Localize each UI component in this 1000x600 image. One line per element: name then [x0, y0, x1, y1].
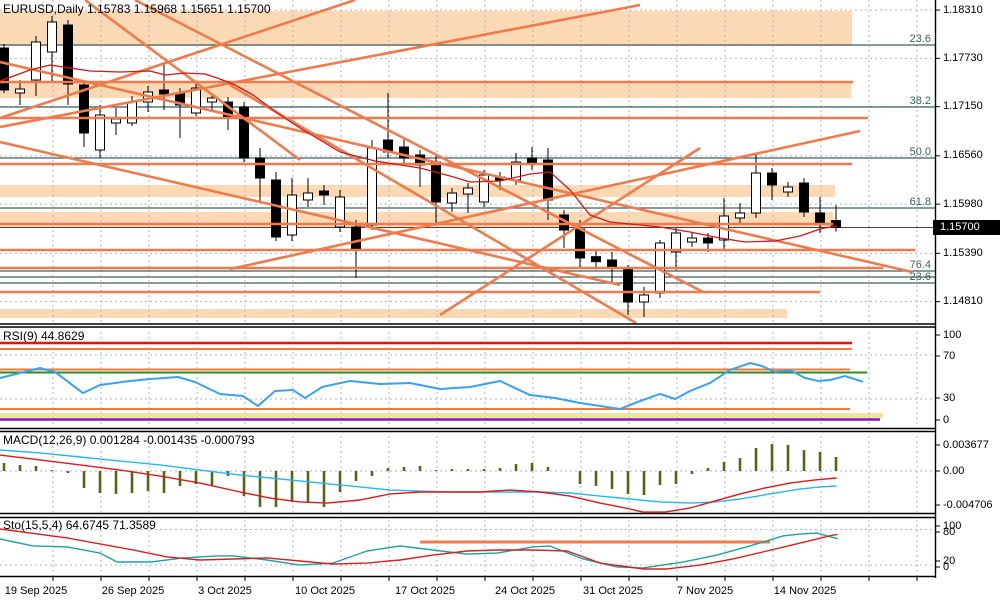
symbol-title: EURUSD,Daily 1.15783 1.15968 1.15651 1.1…: [3, 2, 271, 16]
date-axis-label[interactable]: 14 Nov 2025: [773, 585, 837, 597]
fib-level-label: 38.2: [910, 95, 931, 107]
date-axis-label[interactable]: 7 Nov 2025: [676, 585, 734, 597]
sto-scale-label: 0: [943, 560, 950, 573]
macd-scale-label: 0.003677: [943, 438, 989, 451]
price-axis-label: 1.15390: [943, 246, 983, 259]
date-axis-label[interactable]: 24 Oct 2025: [495, 585, 555, 597]
macd-scale-label: -0.004706: [943, 498, 993, 511]
rsi-indicator-label: RSI(9) 44.8629: [3, 329, 85, 343]
price-axis-label: 1.18310: [943, 3, 983, 16]
macd-indicator-label: MACD(12,26,9) 0.001284 -0.001435 -0.0007…: [3, 433, 255, 447]
fib-level-label: 50.0: [910, 146, 931, 158]
sto-scale-label: 80: [943, 525, 956, 538]
rsi-scale-label: 0: [943, 413, 950, 426]
macd-scale-label: 0.00: [943, 464, 965, 477]
fib-level-label: 23.6: [910, 33, 931, 45]
date-axis-label[interactable]: 19 Sep 2025: [4, 585, 68, 597]
price-axis-label: 1.17150: [943, 100, 983, 113]
fib-level-label: 76.4: [910, 259, 931, 271]
date-axis-label[interactable]: 3 Oct 2025: [198, 585, 252, 597]
price-axis-label: 1.15980: [943, 197, 983, 210]
date-axis-label[interactable]: 17 Oct 2025: [395, 585, 455, 597]
date-axis-label[interactable]: 26 Sep 2025: [101, 585, 165, 597]
rsi-scale-label: 30: [943, 391, 956, 404]
sto-scale-label: 20: [943, 554, 956, 567]
fib-level-label: 61.8: [910, 196, 931, 208]
sto-indicator-label: Sto(15,5,4) 64.6745 71.3589: [3, 518, 156, 532]
date-axis-label[interactable]: 31 Oct 2025: [583, 585, 643, 597]
current-price-tag: 1.15700: [933, 220, 1000, 235]
sto-scale-label: 100: [943, 519, 962, 532]
price-axis-label: 1.17730: [943, 51, 983, 64]
rsi-scale-label: 70: [943, 349, 956, 362]
price-axis-label: 1.14810: [943, 295, 983, 308]
date-axis-label[interactable]: 10 Oct 2025: [295, 585, 355, 597]
price-axis-label: 1.16560: [943, 149, 983, 162]
rsi-scale-label: 100: [943, 328, 962, 341]
